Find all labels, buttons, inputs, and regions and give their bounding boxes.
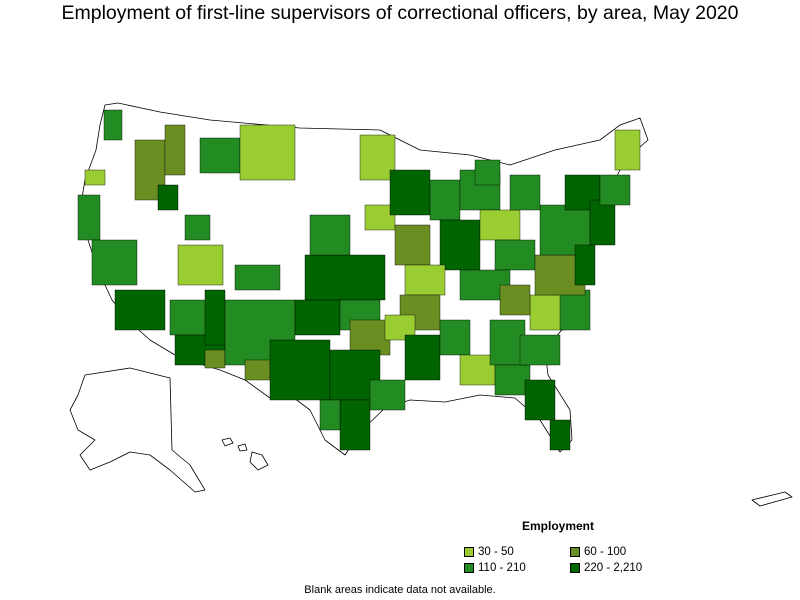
- area-shade: [549, 419, 571, 451]
- area-shade: [164, 124, 186, 176]
- legend-item-110-210: 110 - 210: [464, 562, 526, 574]
- area-shade: [244, 359, 271, 381]
- area-shade: [157, 184, 179, 211]
- area-shade: [389, 169, 431, 216]
- legend-label: 30 - 50: [478, 546, 514, 558]
- area-shade: [177, 244, 224, 286]
- area-shade: [404, 334, 441, 381]
- area-shade: [499, 284, 531, 316]
- area-shade: [204, 289, 226, 346]
- legend-item-60-100: 60 - 100: [570, 546, 626, 558]
- area-shade: [359, 134, 396, 181]
- area-shade: [103, 109, 123, 141]
- footnote: Blank areas indicate data not available.: [304, 584, 496, 596]
- area-shade: [294, 299, 341, 336]
- area-shade: [84, 169, 106, 186]
- area-shade: [404, 264, 446, 296]
- legend-label: 110 - 210: [478, 562, 526, 574]
- area-shade: [169, 299, 211, 336]
- area-shade: [494, 364, 531, 396]
- area-shade: [199, 137, 241, 174]
- legend-swatch: [464, 563, 474, 573]
- area-shade: [369, 379, 406, 411]
- alaska-outline: [69, 367, 206, 493]
- legend-swatch: [570, 563, 580, 573]
- area-shade: [459, 354, 496, 386]
- legend-label: 220 - 2,210: [584, 562, 643, 574]
- area-shade: [524, 379, 556, 421]
- area-shade: [339, 399, 371, 451]
- area-shade: [439, 319, 471, 356]
- area-shade: [519, 334, 561, 366]
- area-shade: [474, 159, 501, 186]
- area-shade: [509, 174, 541, 211]
- legend-label: 60 - 100: [584, 546, 627, 558]
- legend-swatch: [570, 547, 580, 557]
- area-shade: [574, 244, 596, 286]
- area-shade: [184, 214, 211, 241]
- area-shade: [91, 239, 138, 286]
- area-shade: [309, 214, 351, 256]
- legend-swatch: [464, 547, 474, 557]
- area-shade: [304, 254, 386, 301]
- area-shade: [204, 349, 226, 369]
- area-shade: [489, 319, 526, 366]
- legend-item-30-50: 30 - 50: [464, 546, 514, 558]
- map-title: Employment of first-line supervisors of …: [61, 2, 739, 24]
- area-shade: [394, 224, 431, 266]
- legend-title: Employment: [522, 519, 595, 533]
- area-shade: [349, 319, 391, 356]
- area-shade: [114, 289, 166, 331]
- area-shade: [269, 339, 331, 401]
- area-shade: [494, 239, 536, 271]
- area-shade: [319, 399, 341, 431]
- area-shade: [614, 129, 641, 171]
- area-shade: [589, 199, 616, 246]
- area-shade: [234, 264, 281, 291]
- area-shade: [559, 289, 591, 331]
- area-shade: [429, 179, 461, 221]
- area-shade: [599, 174, 631, 206]
- area-shade: [239, 124, 296, 181]
- area-shade: [77, 194, 101, 241]
- area-shade: [479, 209, 521, 241]
- area-shade: [439, 219, 481, 271]
- legend-item-220-2210: 220 - 2,210: [570, 562, 642, 574]
- area-shade: [529, 294, 566, 331]
- puerto-rico-outline: [751, 491, 793, 507]
- hawaii-outline: [221, 437, 269, 471]
